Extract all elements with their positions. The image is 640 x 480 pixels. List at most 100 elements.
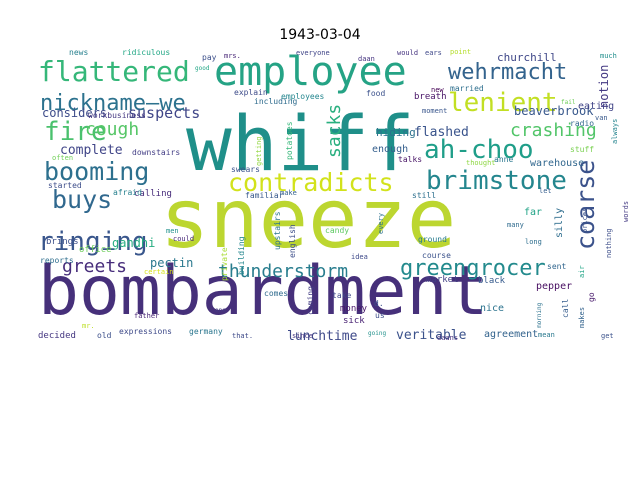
word-going: going [368, 330, 386, 337]
word-private: private [220, 247, 229, 281]
word-idea: idea [351, 253, 368, 261]
word-fail: fail [561, 99, 576, 106]
word-crashing: crashing [510, 120, 597, 141]
word-calling: calling [134, 189, 172, 199]
word-coarse: coarse [571, 160, 600, 250]
word-married: married [450, 84, 484, 93]
word-nickname-we: nickname—we [40, 91, 186, 116]
word-make: make [280, 189, 297, 197]
word-every: every [377, 213, 385, 234]
word-beaverbrook: beaverbrook [514, 104, 594, 118]
word-long: long [525, 238, 542, 246]
word-take: take [332, 291, 351, 300]
word-employees: employees [281, 92, 325, 101]
word-pectin: pectin [150, 256, 193, 270]
word-getting: getting [255, 136, 263, 166]
word-course: course [422, 251, 451, 260]
word-makes: makes [578, 307, 586, 328]
word-moment: moment [422, 107, 447, 115]
word-good: good [195, 65, 210, 72]
word-contradicts: contradicts [228, 168, 394, 197]
word-new: new [431, 86, 444, 94]
word-hiding: hiding [376, 126, 416, 139]
word-morning: morning [536, 302, 543, 328]
word-fire: fire [44, 117, 107, 147]
word-including: including [254, 97, 298, 106]
word-ah-choo: ah-choo [424, 135, 534, 165]
word-wehrmacht: wehrmacht [448, 60, 567, 85]
word-ground: ground [418, 235, 447, 244]
word-stuff: stuff [570, 145, 594, 154]
word-enough: enough [372, 144, 408, 155]
word-still: still [412, 191, 436, 200]
word-mean: mean [538, 331, 555, 339]
word-money: money [340, 304, 368, 314]
word-ridiculous: ridiculous [122, 48, 170, 57]
word-pay: pay [202, 53, 217, 62]
word-lenient: lenient [448, 88, 558, 118]
word-workbusiness: workbusiness [88, 111, 146, 120]
word-english: english [288, 224, 297, 258]
word-men: men [166, 227, 179, 235]
word-market: market [426, 275, 459, 285]
word-air: air [578, 265, 586, 278]
word-explain: explain [234, 88, 268, 97]
word-mr: mr. [82, 322, 95, 330]
word-much: much [600, 52, 617, 60]
word-nothing: nothing [605, 228, 613, 258]
word-certain: certain [144, 268, 174, 276]
word-sick: sick [343, 316, 365, 326]
word-eating: eating [578, 101, 614, 112]
word-notion: notion [597, 65, 611, 108]
word-warehouse: warehouse [530, 158, 584, 169]
word-coming: coming [306, 286, 315, 315]
word-decided: decided [38, 331, 76, 341]
word-us: us [375, 311, 385, 320]
word-often: often [52, 154, 73, 162]
word-father: father [134, 312, 159, 320]
word-would: would [397, 49, 418, 57]
word-anne: anne [494, 155, 513, 164]
word-always: always [611, 119, 619, 144]
word-expressions: expressions [119, 327, 172, 336]
word-point: point [450, 48, 471, 56]
word-employee: employee [214, 49, 407, 95]
word-let: let [539, 187, 552, 195]
word-swears: swears [231, 165, 260, 174]
word-daans: daans [437, 334, 458, 342]
word-cough: cough [85, 119, 139, 140]
word-food: food [366, 89, 385, 98]
word-complete: complete [60, 143, 123, 158]
word-agreement: agreement [484, 329, 538, 340]
chart-title: 1943-03-04 [279, 27, 360, 43]
word-nice: nice [480, 303, 504, 314]
word-go: go [587, 292, 596, 302]
word-gandhi: gandhi [112, 236, 155, 250]
word-words: words [622, 201, 630, 222]
word-lunchtime: lunchtime [287, 329, 358, 344]
word-flattered: flattered [38, 55, 190, 88]
word-comes: comes [264, 289, 288, 298]
word-greets: greets [62, 256, 127, 277]
word-van: van [595, 114, 608, 122]
word-silly: silly [554, 208, 565, 238]
word-daan: daan [358, 55, 375, 63]
word-reports: reports [40, 256, 74, 265]
word-afraid: afraid [113, 188, 142, 197]
word-that: that. [232, 332, 253, 340]
word-churchill: churchill [497, 51, 557, 64]
word-everyone: everyone [296, 49, 330, 57]
word-call: call [561, 299, 570, 318]
word-sacks: sacks [324, 104, 345, 158]
word-buys: buys [52, 185, 112, 214]
word-veritable: veritable [396, 328, 467, 343]
word-could: could [173, 235, 194, 243]
word-ears: ears [425, 49, 442, 57]
word-radio: radio [570, 119, 594, 128]
word-office: office [79, 245, 112, 255]
word-potatoes: potatoes [285, 121, 294, 160]
word-black: black [478, 276, 506, 286]
word-pepper: pepper [536, 281, 572, 292]
